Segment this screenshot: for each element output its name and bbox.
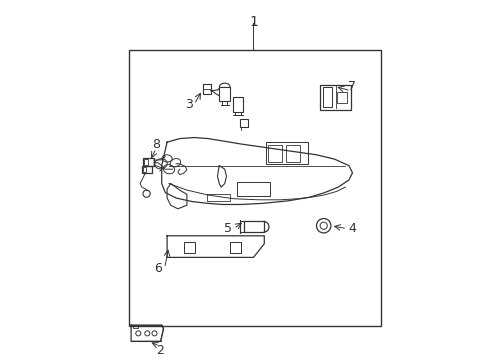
Text: 7: 7 — [348, 80, 356, 93]
Text: 4: 4 — [348, 222, 356, 235]
Bar — [244, 221, 263, 232]
Bar — [230, 242, 241, 253]
Bar — [267, 145, 282, 162]
Bar — [184, 242, 195, 253]
Text: 5: 5 — [224, 222, 232, 235]
Bar — [322, 87, 331, 107]
Bar — [206, 194, 230, 201]
Bar — [142, 158, 153, 166]
Bar — [285, 145, 300, 162]
Bar — [237, 182, 269, 196]
Bar — [133, 325, 138, 328]
Text: 2: 2 — [156, 345, 163, 357]
Text: 6: 6 — [154, 262, 162, 275]
Bar — [232, 97, 243, 112]
Bar — [337, 92, 347, 103]
Bar — [142, 166, 152, 173]
Bar — [240, 119, 247, 127]
Bar — [203, 84, 211, 94]
Text: 8: 8 — [152, 138, 160, 150]
Bar — [129, 50, 381, 326]
Bar — [142, 167, 145, 172]
Bar — [265, 142, 307, 164]
Text: 3: 3 — [184, 98, 192, 111]
Bar — [320, 85, 350, 110]
Bar — [144, 159, 148, 165]
Text: 1: 1 — [248, 15, 257, 28]
Bar — [219, 87, 230, 101]
